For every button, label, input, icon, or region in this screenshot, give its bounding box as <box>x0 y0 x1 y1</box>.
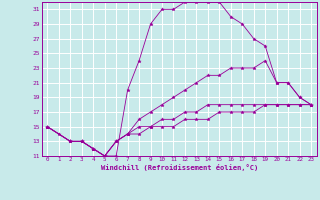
X-axis label: Windchill (Refroidissement éolien,°C): Windchill (Refroidissement éolien,°C) <box>100 164 258 171</box>
